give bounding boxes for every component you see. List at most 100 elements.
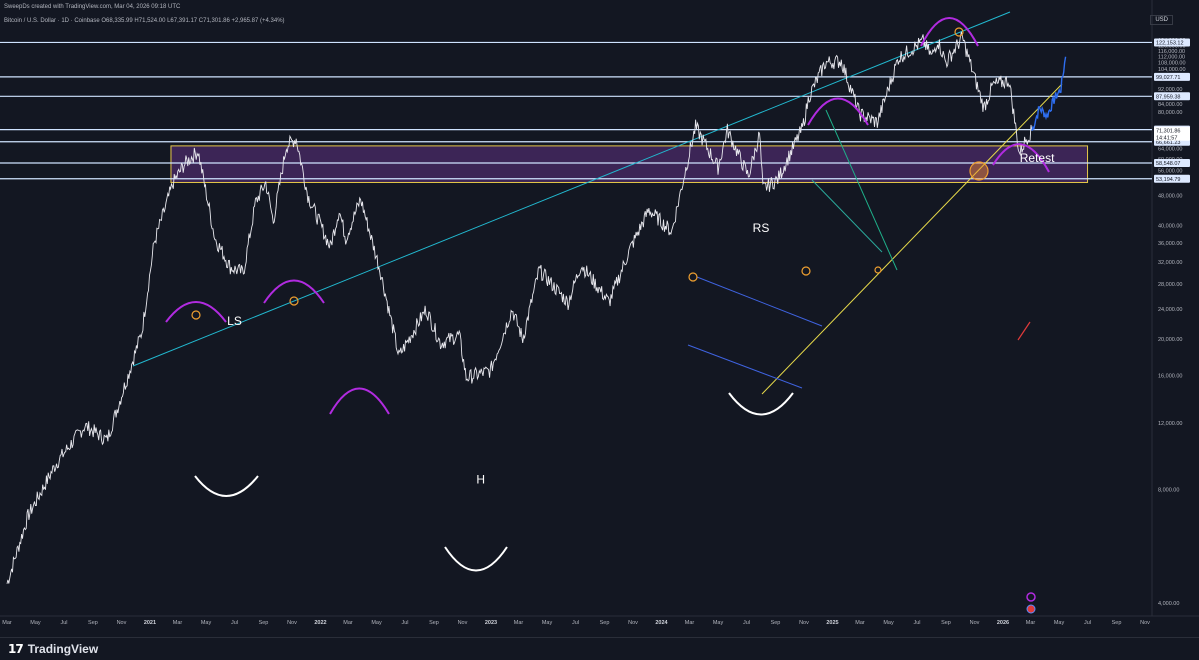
top-arc-5	[920, 17, 979, 47]
top-arc-1	[165, 301, 227, 323]
annotation-label[interactable]: Retest	[1020, 151, 1055, 165]
event-icons[interactable]	[1026, 592, 1036, 614]
symbol-legend: Bitcoin / U.S. Dollar · 1D · Coinbase O6…	[4, 17, 285, 25]
x-tick-label: Nov	[1140, 620, 1150, 626]
x-tick-label: Sep	[771, 620, 781, 626]
last-price-text: 71,301.86	[1156, 129, 1180, 135]
x-tick-label: Mar	[514, 620, 524, 626]
x-tick-label: 2022	[314, 620, 326, 626]
x-tick-label: 2026	[997, 620, 1009, 626]
y-tick-label: 4,000.00	[1158, 601, 1179, 607]
currency-label[interactable]: USD	[1150, 15, 1173, 25]
x-tick-label: May	[371, 620, 382, 626]
annotation-label[interactable]: RS	[753, 221, 770, 235]
y-tick-label: 56,000.00	[1158, 168, 1182, 174]
projection-series-line[interactable]	[1031, 56, 1067, 131]
y-tick-label: 8,000.00	[1158, 487, 1179, 493]
pivot-marker	[954, 27, 964, 37]
pivot-marker	[874, 266, 882, 274]
x-tick-label: Nov	[458, 620, 468, 626]
x-tick-label: 2023	[485, 620, 497, 626]
top-arc-2	[263, 279, 325, 304]
y-tick-label: 48,000.00	[1158, 194, 1182, 200]
y-tick-label: 32,000.00	[1158, 260, 1182, 266]
top-arc-6	[992, 143, 1050, 173]
x-tick-label: Jul	[60, 620, 67, 626]
x-tick-label: Mar	[685, 620, 695, 626]
x-tick-label: Jul	[231, 620, 238, 626]
x-tick-label: Sep	[88, 620, 98, 626]
x-tick-label: Sep	[259, 620, 269, 626]
channel-line-upper[interactable]	[696, 276, 823, 327]
y-tick-label: 24,000.00	[1158, 307, 1182, 313]
x-tick-label: Mar	[2, 620, 12, 626]
x-tick-label: Mar	[173, 620, 183, 626]
level-price-text: 66,661.23	[1156, 140, 1180, 146]
x-tick-label: Nov	[799, 620, 809, 626]
level-price-text: 87,959.38	[1156, 94, 1180, 100]
y-tick-label: 40,000.00	[1158, 223, 1182, 229]
level-price-tag	[1154, 159, 1190, 168]
tradingview-logo-icon: 17	[8, 642, 24, 656]
level-price-text: 122,153.12	[1156, 40, 1184, 46]
x-tick-label: May	[201, 620, 212, 626]
annotation-label[interactable]: LS	[227, 314, 242, 328]
x-tick-label: May	[713, 620, 724, 626]
y-tick-label: 12,000.00	[1158, 421, 1182, 427]
level-price-text: 53,194.79	[1156, 177, 1180, 183]
x-tick-label: 2021	[144, 620, 156, 626]
x-tick-label: May	[883, 620, 894, 626]
tradingview-logo[interactable]: 17 TradingView	[8, 642, 98, 656]
x-tick-label: Jul	[572, 620, 579, 626]
level-price-tag	[1154, 174, 1190, 183]
x-tick-label: Nov	[117, 620, 127, 626]
level-price-tag	[1154, 72, 1190, 81]
x-tick-label: 2024	[655, 620, 668, 626]
x-tick-label: Sep	[941, 620, 951, 626]
x-tick-label: Mar	[855, 620, 865, 626]
price-series-line[interactable]	[6, 31, 1033, 584]
pivot-marker	[688, 272, 698, 282]
x-tick-label: Mar	[343, 620, 353, 626]
bottom-arc-rs	[728, 392, 794, 416]
x-tick-label: Nov	[970, 620, 980, 626]
y-tick-label: 16,000.00	[1158, 374, 1182, 380]
y-tick-label: 20,000.00	[1158, 337, 1182, 343]
x-tick-label: Nov	[287, 620, 297, 626]
top-arc-4	[807, 97, 869, 126]
level-price-tag	[1154, 38, 1190, 47]
annotation-label[interactable]: H	[476, 472, 485, 486]
price-axis[interactable]	[1152, 0, 1199, 637]
countdown-text: 14:41:57	[1156, 136, 1177, 142]
event-icon[interactable]	[1026, 604, 1036, 614]
channel-line-teal[interactable]	[811, 179, 883, 253]
channel-line-green[interactable]	[825, 109, 898, 271]
support-zone[interactable]	[170, 145, 1089, 183]
pivot-marker	[191, 310, 201, 320]
tradingview-wordmark: TradingView	[27, 642, 99, 656]
y-tick-label: 36,000.00	[1158, 241, 1182, 247]
trendline-cyan[interactable]	[132, 11, 1011, 367]
price-chart[interactable]: 4,000.00 8,000.00 12,000.00 16,000.00 20,000…	[0, 0, 1199, 637]
event-icon[interactable]	[1026, 592, 1036, 602]
ohlc-values: O68,335.99 H71,524.00 L67,391.17 C71,301…	[101, 18, 285, 24]
channel-line-lower[interactable]	[687, 344, 803, 389]
pivot-marker	[289, 296, 299, 306]
x-tick-label: Jul	[402, 620, 409, 626]
y-tick-label: 104,000.00	[1158, 67, 1186, 73]
x-tick-label: Jul	[743, 620, 750, 626]
x-tick-label: May	[30, 620, 41, 626]
x-tick-label: Jul	[914, 620, 921, 626]
trendline-yellow[interactable]	[761, 83, 1063, 395]
x-tick-label: Jul	[1084, 620, 1091, 626]
level-price-text: 99,027.71	[1156, 75, 1180, 81]
y-tick-label: 108,000.00	[1158, 61, 1186, 67]
x-tick-label: May	[542, 620, 553, 626]
footer-bar: 17 TradingView	[0, 637, 1199, 660]
x-tick-label: May	[1054, 620, 1065, 626]
pivot-marker	[801, 266, 811, 276]
level-price-tag	[1154, 92, 1190, 101]
x-tick-label: Sep	[600, 620, 610, 626]
y-tick-label: 84,000.00	[1158, 102, 1182, 108]
y-tick-label: 116,000.00	[1158, 49, 1185, 55]
